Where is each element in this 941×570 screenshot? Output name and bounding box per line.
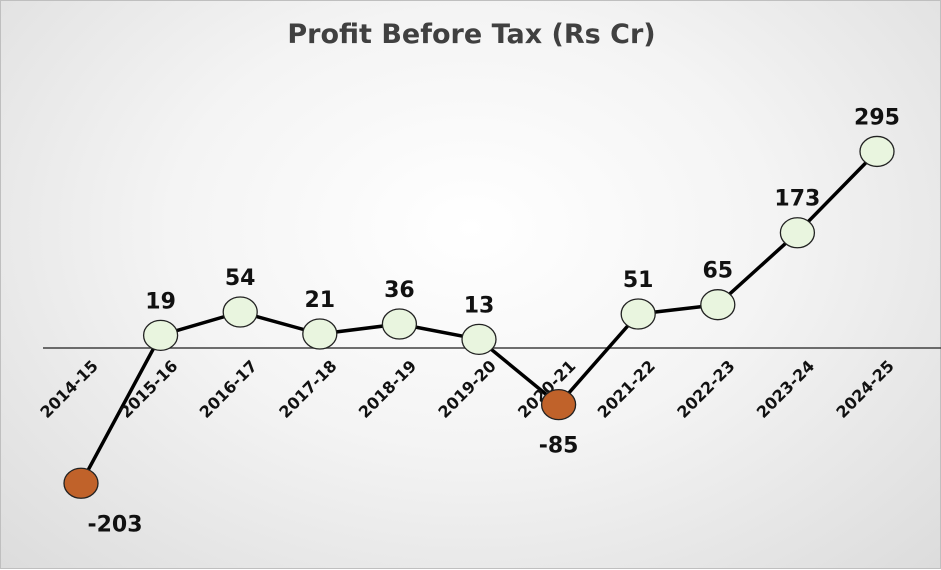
data-label: 65 (702, 259, 733, 284)
data-point (381, 308, 418, 340)
data-label: 19 (145, 289, 176, 314)
x-tick-label: 2017-18 (275, 356, 340, 421)
data-label: 36 (384, 278, 415, 303)
data-label: -203 (87, 512, 142, 537)
data-label: 51 (623, 268, 654, 293)
chart-title: Profit Before Tax (Rs Cr) (287, 19, 656, 50)
x-tick-label: 2014-15 (36, 356, 101, 421)
data-point (779, 217, 816, 249)
data-point (700, 289, 736, 321)
data-point (222, 296, 258, 328)
data-point (859, 135, 895, 168)
data-label: 21 (304, 288, 335, 313)
x-tick-label: 2024-25 (832, 356, 897, 421)
x-tick-label: 2021-22 (594, 356, 659, 421)
data-point (461, 323, 497, 355)
data-point (302, 318, 338, 350)
x-tick-label: 2019-20 (434, 356, 499, 421)
data-point-negative (540, 388, 577, 421)
x-tick-label: 2015-16 (116, 356, 181, 421)
x-tick-label: 2022-23 (673, 356, 738, 421)
data-label: 173 (774, 187, 820, 212)
data-label: 54 (225, 266, 256, 291)
data-label: -85 (539, 434, 579, 459)
data-label: 295 (854, 105, 900, 130)
data-point-negative (63, 467, 99, 499)
data-point (620, 298, 656, 330)
x-tick-label: 2023-24 (753, 356, 818, 421)
x-tick-label: 2018-19 (355, 356, 420, 421)
data-point (142, 319, 179, 351)
x-tick-label: 2016-17 (196, 356, 261, 421)
data-label: 13 (464, 293, 495, 318)
